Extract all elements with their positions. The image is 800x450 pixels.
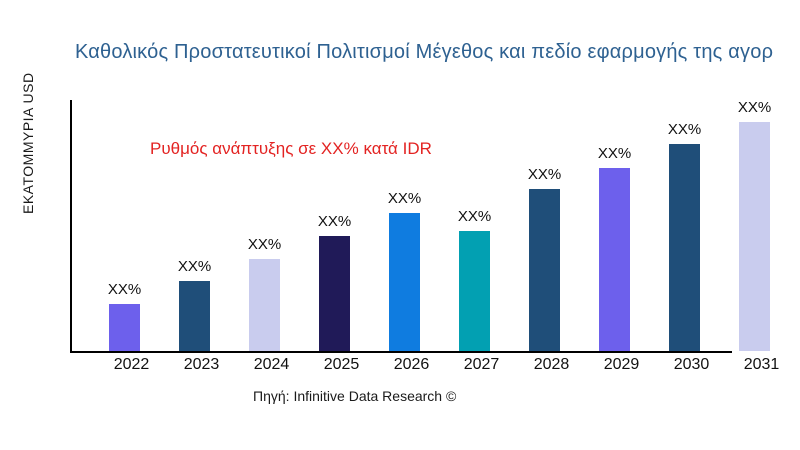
growth-rate-annotation: Ρυθμός ανάπτυξης σε XX% κατά IDR <box>150 139 432 158</box>
bar-value-label-2026: XX% <box>387 190 422 207</box>
x-tick-2030: 2030 <box>673 356 710 373</box>
x-tick-2028: 2028 <box>533 356 570 373</box>
bar-2030 <box>669 144 700 351</box>
bar-value-label-2031: XX% <box>737 99 772 116</box>
x-axis-line <box>70 351 732 353</box>
x-tick-2024: 2024 <box>253 356 290 373</box>
bar-2028 <box>529 189 560 351</box>
bar-value-label-2029: XX% <box>597 145 632 162</box>
bar-2026 <box>389 213 420 351</box>
bar-2029 <box>599 168 630 351</box>
chart-title: Καθολικός Προστατευτικοί Πολιτισμοί Μέγε… <box>75 41 774 63</box>
x-tick-2025: 2025 <box>323 356 360 373</box>
bar-2027 <box>459 231 490 351</box>
x-tick-2029: 2029 <box>603 356 640 373</box>
bar-value-label-2030: XX% <box>667 121 702 138</box>
bar-2022 <box>109 304 140 351</box>
bar-value-label-2025: XX% <box>317 213 352 230</box>
bar-2023 <box>179 281 210 351</box>
x-tick-2027: 2027 <box>463 356 500 373</box>
source-caption: Πηγή: Infinitive Data Research © <box>253 388 457 404</box>
x-tick-2026: 2026 <box>393 356 430 373</box>
bar-value-label-2028: XX% <box>527 166 562 183</box>
bar-value-label-2027: XX% <box>457 208 492 225</box>
bar-value-label-2022: XX% <box>107 281 142 298</box>
bar-2031 <box>739 122 770 351</box>
bar-2025 <box>319 236 350 351</box>
bar-2024 <box>249 259 280 351</box>
bar-value-label-2023: XX% <box>177 258 212 275</box>
y-axis-label: ΕΚΑΤΟΜΜΥΡΙΑ USD <box>20 72 36 214</box>
y-axis-line <box>70 100 72 353</box>
x-tick-2031: 2031 <box>743 356 780 373</box>
x-tick-2022: 2022 <box>113 356 150 373</box>
bar-value-label-2024: XX% <box>247 236 282 253</box>
x-tick-2023: 2023 <box>183 356 220 373</box>
